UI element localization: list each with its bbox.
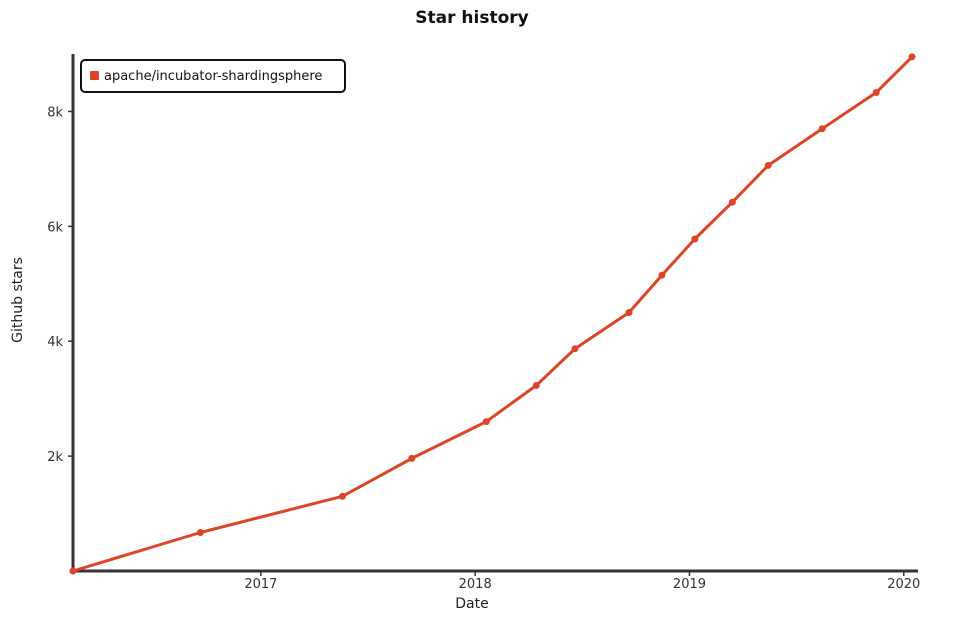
y-tick-label: 8k: [47, 105, 63, 120]
data-point: [482, 418, 490, 426]
y-tick-label: 2k: [47, 450, 63, 465]
data-point: [196, 529, 204, 536]
x-tick-label: 2019: [673, 577, 706, 592]
data-point: [872, 89, 880, 96]
series-layer: [69, 53, 916, 575]
legend: apache/incubator-shardingsphere: [80, 59, 346, 93]
y-tick-label: 4k: [47, 335, 63, 350]
legend-entry: apache/incubator-shardingsphere: [104, 69, 322, 84]
data-point: [532, 382, 540, 389]
data-point: [625, 309, 633, 316]
chart-title: Star history: [415, 8, 528, 28]
data-point: [818, 125, 826, 133]
data-point: [658, 271, 666, 279]
data-point: [339, 492, 346, 500]
data-point: [908, 53, 916, 61]
x-tick-label: 2018: [459, 577, 492, 592]
data-point: [764, 161, 772, 169]
data-point: [571, 345, 579, 353]
x-tick-label: 2017: [244, 577, 277, 592]
x-axis-label: Date: [455, 596, 488, 612]
y-axis-label: Github stars: [10, 257, 26, 343]
y-axis-ticks: 2k 4k 6k 8k: [47, 105, 73, 465]
legend-swatch: [90, 71, 99, 80]
data-point: [69, 567, 77, 575]
x-axis-ticks: 2017 2018 2019 2020: [244, 571, 920, 592]
legend-box: [80, 59, 346, 93]
data-point: [691, 235, 699, 243]
data-point: [408, 454, 416, 462]
x-tick-label: 2020: [887, 577, 920, 592]
y-tick-label: 6k: [47, 220, 63, 235]
series-line: [71, 55, 914, 573]
data-point: [728, 198, 736, 206]
